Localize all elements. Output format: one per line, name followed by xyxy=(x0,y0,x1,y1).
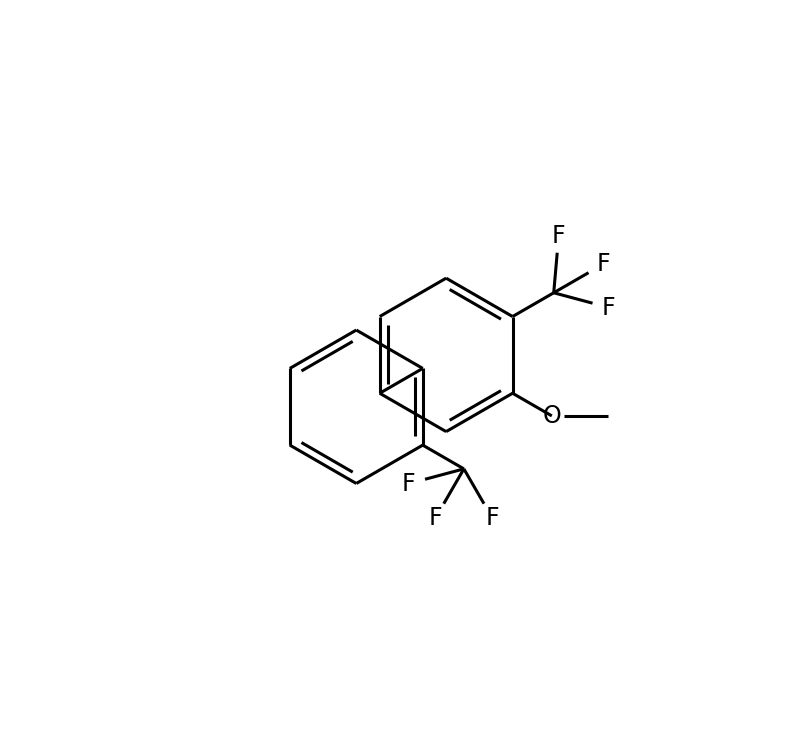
Text: F: F xyxy=(428,506,442,530)
Text: F: F xyxy=(552,224,566,248)
Text: F: F xyxy=(602,296,615,319)
Text: O: O xyxy=(543,404,561,428)
Text: F: F xyxy=(486,506,499,530)
Text: F: F xyxy=(402,471,416,496)
Text: F: F xyxy=(596,252,610,276)
